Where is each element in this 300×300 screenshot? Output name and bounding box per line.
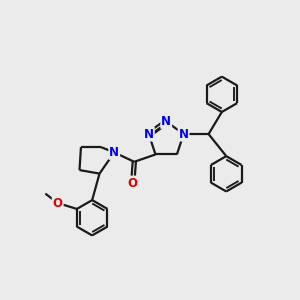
Text: N: N: [144, 128, 154, 141]
Text: N: N: [178, 128, 189, 141]
Text: N: N: [161, 115, 171, 128]
Text: N: N: [109, 146, 119, 159]
Text: O: O: [128, 176, 138, 190]
Text: O: O: [53, 196, 63, 209]
